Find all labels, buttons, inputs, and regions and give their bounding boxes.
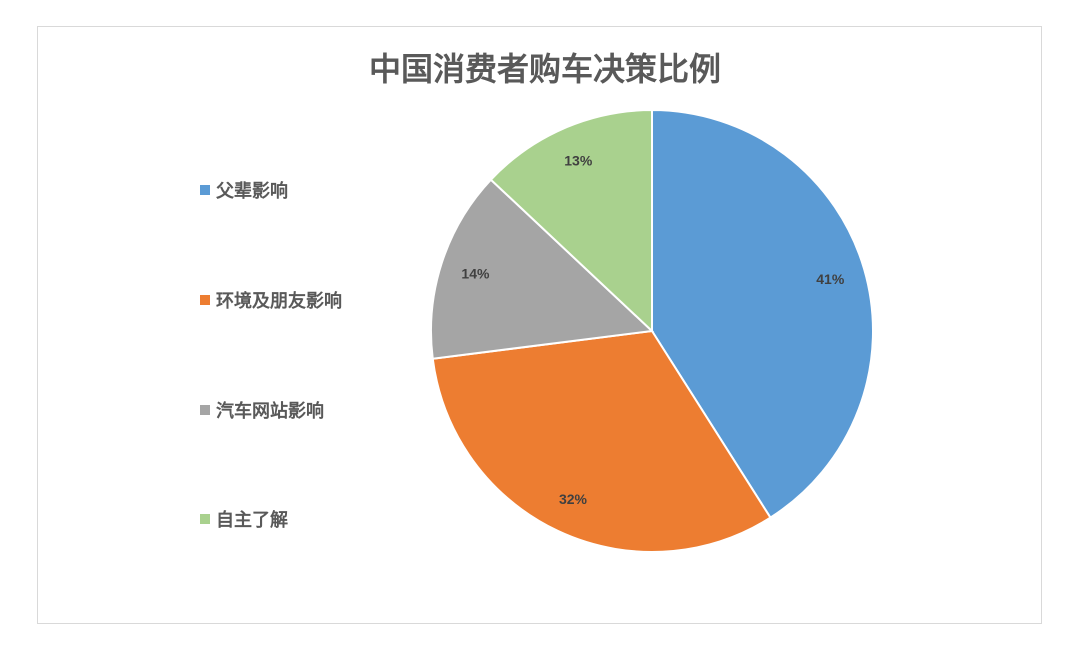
data-label: 41% [816, 271, 845, 287]
legend-item: 自主了解 [200, 506, 288, 532]
legend-swatch [200, 405, 210, 415]
legend-label: 自主了解 [216, 510, 288, 530]
chart-area [37, 26, 1042, 624]
pie-slice [430, 178, 655, 360]
chart-title: 中国消费者购车决策比例 [368, 51, 721, 87]
legend-swatch [200, 295, 210, 305]
pie-slice [489, 108, 653, 334]
data-label: 32% [559, 491, 588, 507]
pie-slice [431, 329, 772, 553]
legend-swatch [200, 514, 210, 524]
pie-slice [651, 108, 874, 519]
legend-item: 汽车网站影响 [200, 397, 324, 423]
legend-label: 汽车网站影响 [216, 401, 324, 421]
data-label: 13% [564, 153, 593, 169]
data-label: 14% [461, 266, 490, 282]
legend-label: 环境及朋友影响 [216, 291, 342, 311]
legend-item: 环境及朋友影响 [200, 287, 342, 313]
legend-label: 父辈影响 [216, 181, 288, 201]
legend-swatch [200, 185, 210, 195]
legend-item: 父辈影响 [200, 177, 288, 203]
